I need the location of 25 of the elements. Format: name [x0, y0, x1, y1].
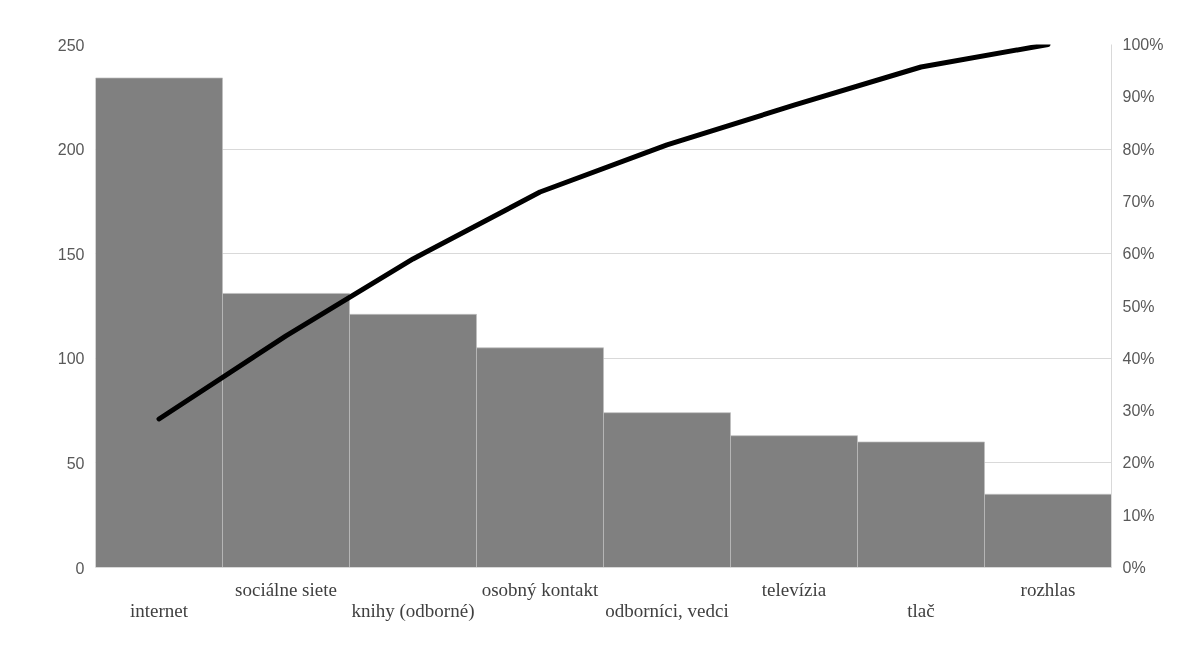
y2-tick-label: 60%	[1122, 245, 1155, 263]
y2-tick-label: 100%	[1122, 36, 1164, 53]
x-tick-label: internet	[129, 599, 189, 621]
x-tick-label: rozhlas	[1020, 578, 1076, 600]
y2-tick-label: 20%	[1122, 454, 1155, 472]
y-tick-label: 100	[57, 350, 85, 368]
y2-tick-label: 40%	[1122, 349, 1155, 367]
y2-tick-label: 90%	[1122, 88, 1155, 106]
y2-tick-label: 50%	[1122, 297, 1155, 315]
x-tick-label: sociálne siete	[235, 578, 337, 600]
x-tick-label: odborníci, vedci	[605, 599, 729, 621]
y2-tick-label: 10%	[1122, 506, 1155, 524]
x-tick-label: knihy (odborné)	[351, 599, 475, 622]
y2-tick-label: 70%	[1122, 192, 1155, 210]
x-tick-label: osobný kontakt	[481, 578, 600, 600]
y-tick-label: 0	[75, 559, 85, 577]
y2-tick-label: 30%	[1122, 402, 1155, 420]
x-tick-label: tlač	[907, 599, 935, 621]
y-tick-label: 250	[57, 36, 85, 54]
y-tick-label: 50	[66, 454, 85, 472]
y2-tick-label: 80%	[1122, 140, 1155, 158]
x-tick-label: televízia	[761, 578, 827, 600]
y2-tick-label: 0%	[1122, 559, 1146, 576]
y-tick-label: 200	[57, 141, 85, 159]
y-tick-label: 150	[57, 245, 85, 263]
